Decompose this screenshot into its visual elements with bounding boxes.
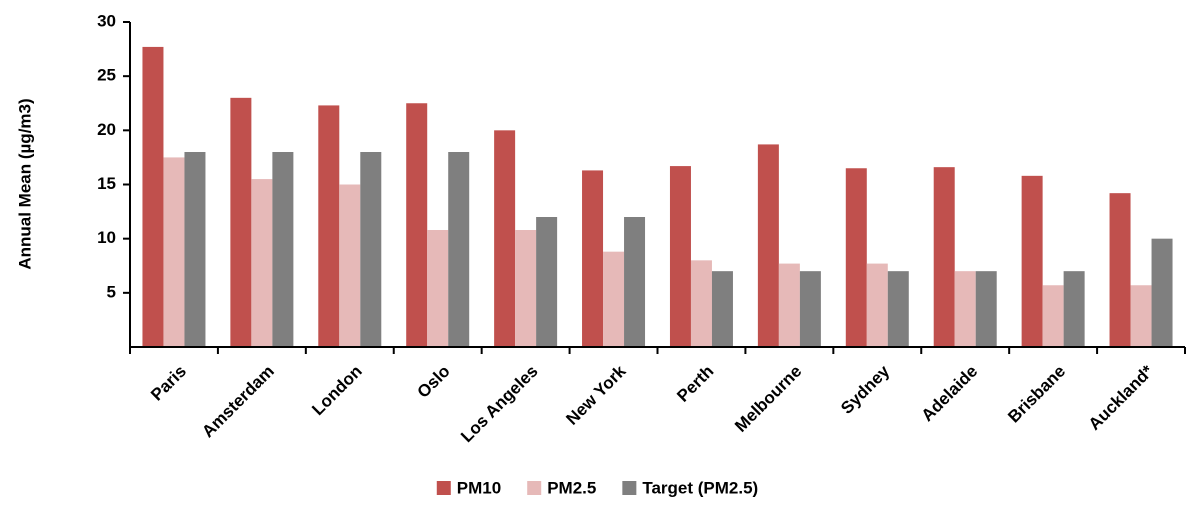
bar <box>603 251 625 347</box>
bar <box>1109 193 1131 347</box>
legend-swatch <box>436 481 451 495</box>
x-tick-label: Oslo <box>414 362 454 402</box>
bar <box>669 166 691 347</box>
bar <box>406 103 428 347</box>
x-tick-label: Adelaide <box>918 362 982 426</box>
bar <box>933 167 955 347</box>
x-tick-label: Auckland* <box>1085 361 1157 433</box>
y-tick-label: 15 <box>97 174 116 193</box>
bar <box>887 271 909 347</box>
bar <box>1151 238 1173 347</box>
bar <box>272 152 294 347</box>
bar <box>690 260 712 347</box>
bar <box>975 271 997 347</box>
bar <box>954 271 976 347</box>
bar <box>582 170 604 347</box>
bar <box>1021 175 1043 347</box>
bar <box>866 263 888 347</box>
y-tick-label: 25 <box>97 66 116 85</box>
y-axis-label: Annual Mean (µg/m3) <box>15 98 34 269</box>
legend-label: Target (PM2.5) <box>642 478 758 497</box>
legend-swatch <box>527 481 542 495</box>
legend: PM10 PM2.5 Target (PM2.5) <box>436 478 758 497</box>
x-tick-label: London <box>308 362 365 419</box>
x-tick-label: Paris <box>147 362 190 405</box>
bar <box>624 217 646 347</box>
y-tick-label: 20 <box>97 120 116 139</box>
bar <box>163 157 185 347</box>
bar <box>1042 285 1064 347</box>
bar <box>251 179 273 347</box>
bar <box>494 130 516 347</box>
bar <box>778 263 800 347</box>
x-tick-label: Melbourne <box>731 362 805 436</box>
bar <box>799 271 821 347</box>
bar <box>360 152 382 347</box>
bar <box>448 152 470 347</box>
x-tick-label: Perth <box>673 362 717 406</box>
x-tick-label: Amsterdam <box>198 362 278 442</box>
x-tick-label: Sydney <box>837 361 894 418</box>
x-tick-label: Los Angeles <box>457 362 541 446</box>
y-tick-label: 10 <box>97 228 116 247</box>
legend-label: PM2.5 <box>547 478 596 497</box>
bar <box>1063 271 1085 347</box>
y-tick-label: 30 <box>97 11 116 30</box>
y-tick-label: 5 <box>107 282 116 301</box>
bar <box>757 144 779 347</box>
bar <box>230 97 252 347</box>
bar <box>536 217 558 347</box>
x-tick-label: New York <box>562 361 629 428</box>
bar <box>339 184 361 347</box>
bar <box>845 168 867 347</box>
bar <box>711 271 733 347</box>
bar <box>318 105 340 348</box>
legend-label: PM10 <box>457 478 501 497</box>
x-tick-label: Brisbane <box>1004 362 1069 427</box>
bar <box>515 230 537 347</box>
bar <box>427 230 449 347</box>
bar <box>142 46 164 348</box>
bar <box>184 152 206 347</box>
legend-swatch <box>622 481 637 495</box>
bar <box>1130 285 1152 347</box>
